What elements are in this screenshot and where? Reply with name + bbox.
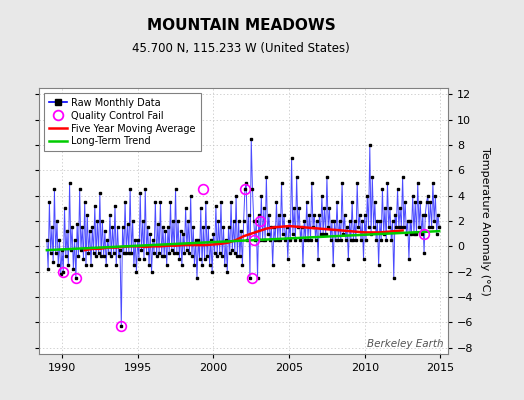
- Text: Berkeley Earth: Berkeley Earth: [367, 339, 444, 349]
- Y-axis label: Temperature Anomaly (°C): Temperature Anomaly (°C): [480, 147, 490, 295]
- Legend: Raw Monthly Data, Quality Control Fail, Five Year Moving Average, Long-Term Tren: Raw Monthly Data, Quality Control Fail, …: [44, 93, 201, 151]
- Text: MOUNTAIN MEADOWS: MOUNTAIN MEADOWS: [147, 18, 335, 33]
- Text: 45.700 N, 115.233 W (United States): 45.700 N, 115.233 W (United States): [132, 42, 350, 55]
